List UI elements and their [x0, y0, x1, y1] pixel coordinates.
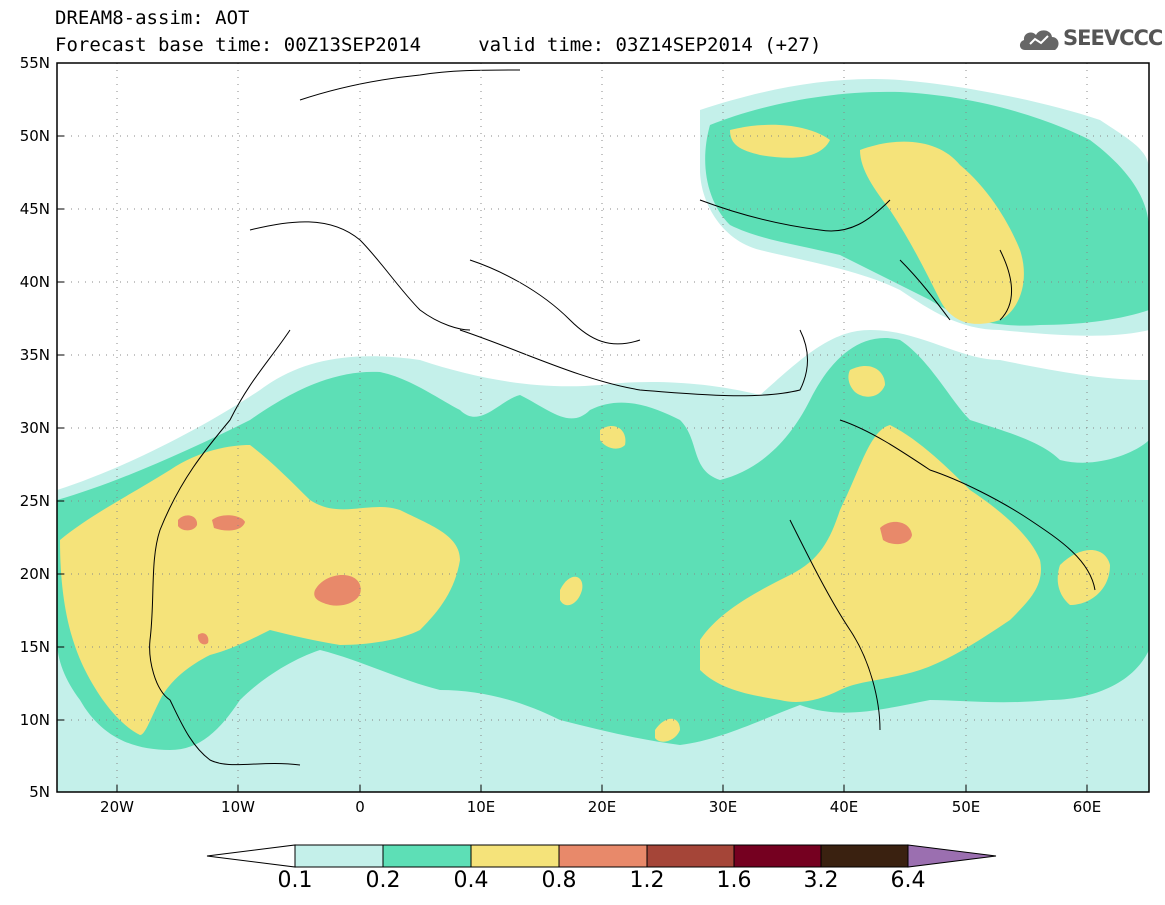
lat-label: 5N	[29, 783, 50, 801]
colorbar	[206, 844, 997, 868]
colorbar-label: 0.4	[453, 868, 489, 893]
forecast-times: Forecast base time: 00Z13SEP2014 valid t…	[55, 34, 822, 56]
colorbar-swatch	[558, 844, 648, 868]
logo-text: SEEVCCC	[1063, 26, 1163, 50]
colorbar-swatch	[646, 844, 735, 868]
lon-labels: 20W 10W 0 10E 20E 30E 40E 50E 60E	[100, 798, 1101, 816]
seevccc-logo: SEEVCCC	[1017, 24, 1163, 54]
colorbar-label: 3.2	[803, 868, 839, 893]
lat-label: 40N	[20, 273, 50, 291]
lon-label: 50E	[952, 798, 981, 816]
lat-labels: 55N 50N 45N 40N 35N 30N 25N 20N 15N 10N …	[20, 54, 50, 801]
colorbar-label: 1.2	[629, 868, 665, 893]
colorbar-label: 0.2	[365, 868, 401, 893]
colorbar-min-arrow	[206, 844, 296, 868]
map-title: DREAM8-assim: AOT	[55, 7, 250, 29]
lon-label: 10E	[467, 798, 496, 816]
colorbar-max-arrow	[907, 844, 997, 868]
lat-label: 20N	[20, 565, 50, 583]
colorbar-swatch	[820, 844, 909, 868]
lon-label: 20W	[100, 798, 134, 816]
lat-label: 15N	[20, 638, 50, 656]
lat-label: 25N	[20, 492, 50, 510]
colorbar-swatch	[470, 844, 560, 868]
lon-label: 40E	[830, 798, 859, 816]
colorbar-label: 6.4	[890, 868, 926, 893]
lat-label: 55N	[20, 54, 50, 72]
lon-label: 20E	[588, 798, 617, 816]
colorbar-swatch	[733, 844, 822, 868]
tick-marks	[57, 135, 1088, 792]
aot-fields	[57, 79, 1149, 792]
lon-label: 60E	[1073, 798, 1102, 816]
colorbar-swatch	[294, 844, 384, 868]
aot-level-0.4	[60, 445, 460, 735]
lat-label: 45N	[20, 200, 50, 218]
coastlines	[149, 69, 1096, 766]
lon-label: 10W	[221, 798, 255, 816]
colorbar-label: 0.1	[277, 868, 313, 893]
graticule	[57, 63, 1149, 792]
colorbar-label: 1.6	[716, 868, 752, 893]
lat-label: 50N	[20, 127, 50, 145]
lat-label: 30N	[20, 419, 50, 437]
aot-level-0.8	[314, 574, 361, 606]
cloud-icon	[1019, 30, 1059, 50]
colorbar-label: 0.8	[541, 868, 577, 893]
lon-label: 0	[355, 798, 365, 816]
lat-label: 35N	[20, 346, 50, 364]
lat-label: 10N	[20, 711, 50, 729]
lon-label: 30E	[709, 798, 738, 816]
colorbar-swatch	[382, 844, 472, 868]
